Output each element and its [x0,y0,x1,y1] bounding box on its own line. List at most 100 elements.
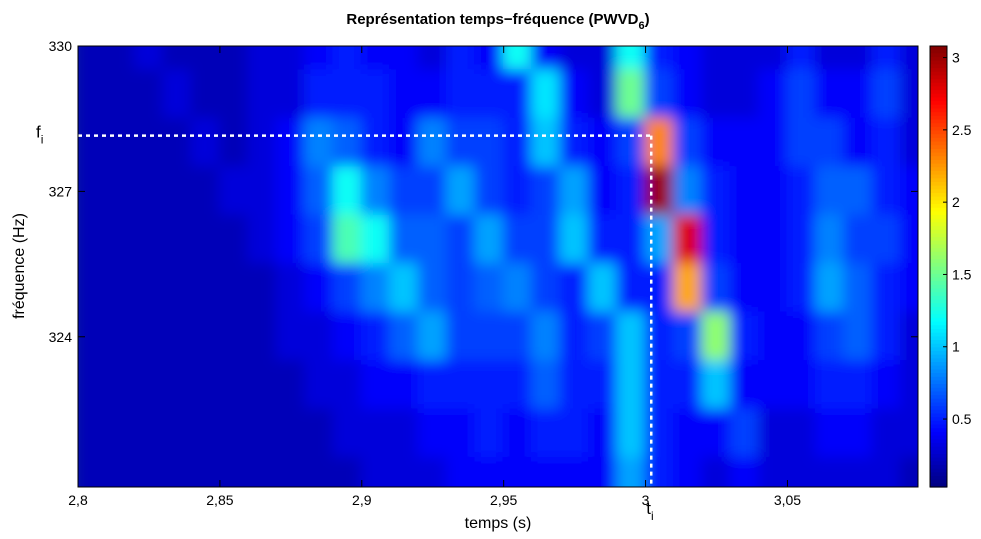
heatmap-cell [332,311,363,362]
heatmap-cell [672,456,704,487]
heatmap-cell [275,360,307,411]
title-text: Représentation temps−fréquence (PWVD [346,11,638,28]
heatmap-cell [616,69,647,120]
colorbar-segment [930,325,947,330]
heatmap-cell [644,46,675,72]
title-subscript: 6 [639,20,645,32]
heatmap-cell [814,46,846,72]
colorbar-segment [930,262,947,268]
heatmap-cell [332,46,363,72]
heatmap-cell [304,214,335,266]
heatmap-cell [445,408,477,459]
heatmap-cell [899,360,918,411]
colorbar-segment [930,57,947,62]
heatmap-cell [389,408,420,459]
heatmap-cell [304,117,335,169]
colorbar-segment [930,215,947,220]
heatmap-cell [162,46,193,72]
heatmap-cell [162,166,193,217]
heatmap-cell [616,360,647,411]
heatmap-cell [843,166,874,217]
heatmap-cell [445,214,477,266]
heatmap-cell [162,360,193,411]
heatmap-cell [899,46,918,72]
heatmap-cell [275,69,307,120]
heatmap-cell [871,117,902,169]
heatmap-cell [616,46,647,72]
heatmap-cell [78,117,108,169]
colorbar-segment [930,295,947,301]
colorbar-segment [930,409,947,415]
colorbar-segment [930,446,947,451]
colorbar-segment [930,351,947,356]
colorbar-segment [930,340,947,345]
heatmap-cell [644,360,675,411]
colorbar-segment [930,141,947,146]
colorbar-segment [930,284,947,290]
heatmap-cell [218,69,250,120]
colorbar-segment [930,384,947,389]
heatmap-cell [105,69,136,120]
heatmap-cell [445,69,477,120]
heatmap-cell [247,69,278,120]
heatmap-cell [701,263,732,314]
annotation-subscript: i [651,509,654,523]
colorbar-segment [930,336,947,341]
heatmap-cell [445,46,477,72]
heatmap-cell [190,166,221,217]
heatmap-cell [871,46,902,72]
heatmap-cell [871,408,902,459]
x-tick-label: 3,05 [774,492,801,508]
heatmap-cell [78,214,108,266]
heatmap-cell [218,166,250,217]
heatmap-cell [247,408,278,459]
colorbar-segment [930,233,947,238]
colorbar-segment [930,303,947,308]
heatmap-cell [758,456,789,487]
colorbar-segment [930,46,947,51]
heatmap-cell [899,117,918,169]
heatmap-cell [559,46,590,72]
heatmap-cell [275,456,307,487]
heatmap-cell [218,456,250,487]
heatmap-cell [672,69,704,120]
heatmap-cell [445,166,477,217]
heatmap-cell [162,311,193,362]
colorbar-tick-label: 3 [952,50,960,66]
heatmap-cell [644,117,675,169]
colorbar-segment [930,185,947,190]
heatmap-cell [389,69,420,120]
x-tick-label: 2,95 [490,492,517,508]
heatmap-cell [758,69,789,120]
colorbar-segment [930,373,947,378]
colorbar-segment [930,167,947,172]
heatmap-cell [587,263,619,314]
heatmap-cell [133,456,165,487]
heatmap-cell [729,117,761,169]
colorbar-segment [930,240,947,246]
heatmap-cell [105,117,136,169]
heatmap-cell [78,46,108,72]
colorbar-segment [930,137,947,143]
heatmap-cell [729,166,761,217]
heatmap-cell [758,214,789,266]
heatmap-cell [105,166,136,217]
heatmap-cell [190,263,221,314]
heatmap-cell [190,69,221,120]
heatmap-cell [133,166,165,217]
y-tick-label: 327 [49,183,73,199]
heatmap-cell [417,408,448,459]
heatmap-cell [672,408,704,459]
colorbar-segment [930,82,947,88]
heatmap-cell [899,408,918,459]
annotation-label: fi [36,123,43,147]
heatmap-cell [814,166,846,217]
heatmap-cell [616,166,647,217]
annotation-subscript: i [41,133,44,147]
heatmap-cell [786,456,817,487]
heatmap-cell [474,214,505,266]
colorbar-segment [930,244,947,249]
heatmap-cell [360,360,392,411]
colorbar-segment [930,218,947,223]
heatmap-cell [786,46,817,72]
